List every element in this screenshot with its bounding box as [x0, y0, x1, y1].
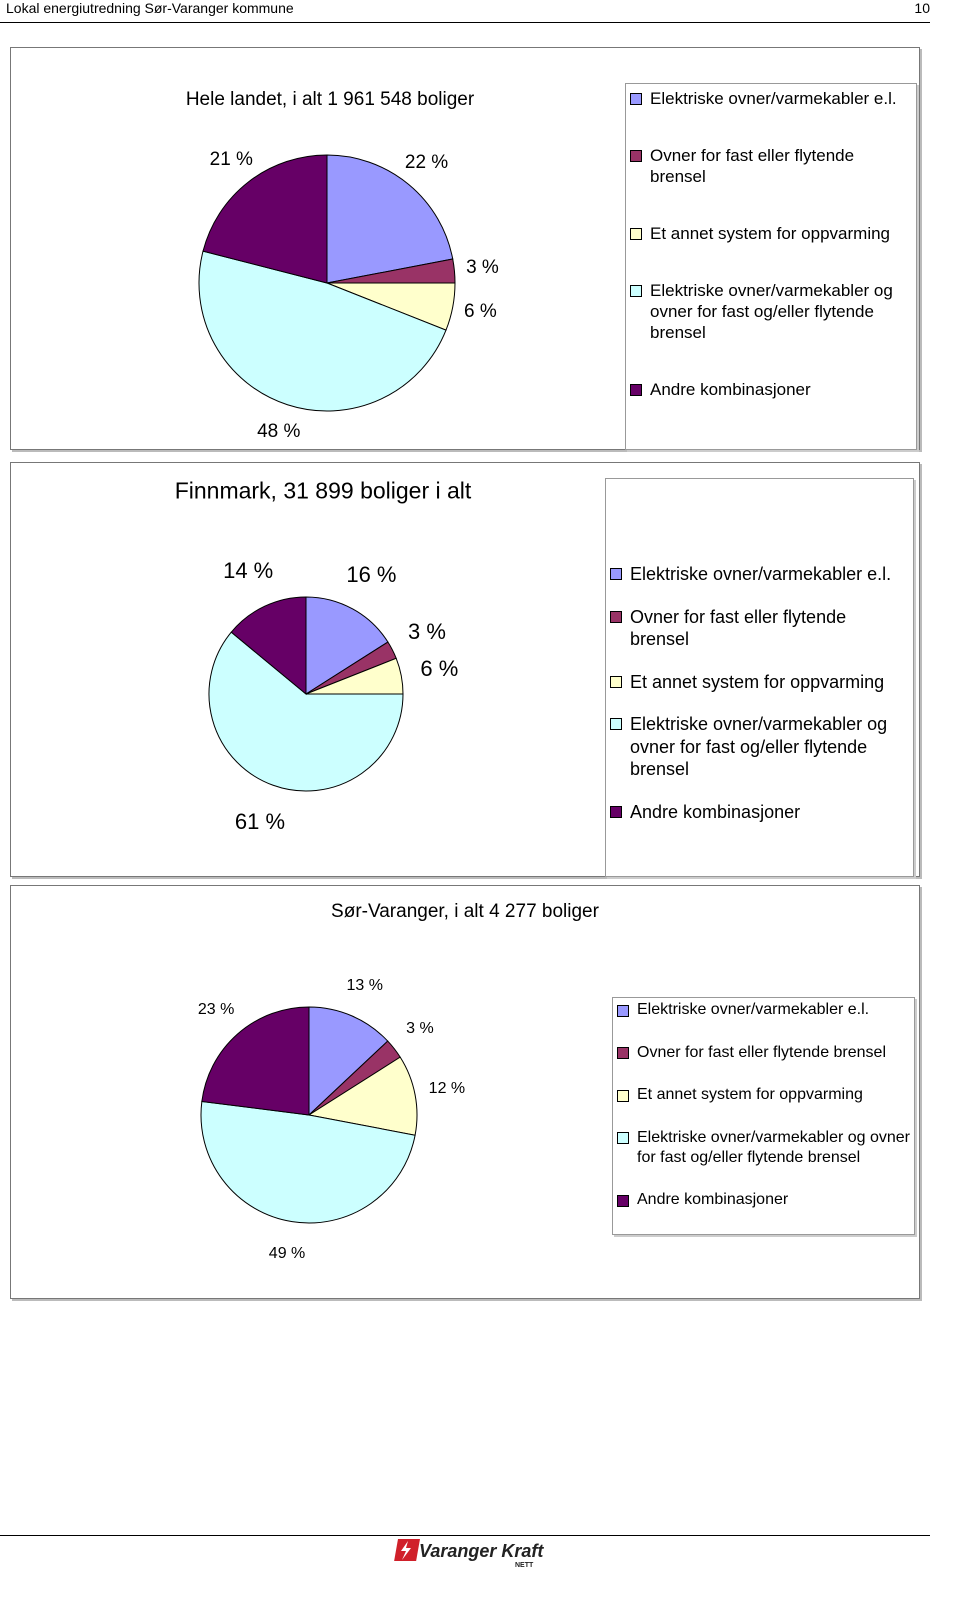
legend-label: Et annet system for oppvarming — [630, 671, 885, 692]
legend-label: Elektriske ovner/varmekabler og ovner fo… — [650, 280, 893, 343]
page-number: 10 — [914, 0, 930, 16]
legend-label: Elektriske ovner/varmekabler e.l. — [630, 564, 892, 584]
legend-label: Andre kombinasjoner — [630, 801, 801, 822]
legend-label: Elektriske ovner/varmekabler og ovner fo… — [637, 1128, 911, 1166]
legend-item: Ovner for fast eller flytende brensel — [617, 1043, 912, 1063]
slice-label: 16 % — [346, 561, 397, 587]
legend-label: Elektriske ovner/varmekabler e.l. — [650, 89, 897, 108]
header-title: Lokal energiutredning Sør-Varanger kommu… — [6, 0, 294, 16]
footer-rule — [0, 1535, 930, 1536]
legend-label: Andre kombinasjoner — [650, 379, 811, 399]
legend-frame — [605, 478, 914, 877]
legend-item: Et annet system for oppvarming — [630, 223, 910, 244]
legend-label: Et annet system for oppvarming — [637, 1086, 863, 1103]
legend-item: Andre kombinasjoner — [617, 1190, 912, 1210]
legend-item: Ovner for fast eller flytende brensel — [610, 606, 905, 651]
logo: Varanger Kraft NETT — [393, 1536, 543, 1570]
legend-swatch — [610, 805, 622, 818]
legend-swatch — [617, 1132, 629, 1145]
header-rule — [0, 22, 930, 23]
legend-label: Elektriske ovner/varmekabler og ovner fo… — [630, 714, 888, 779]
legend-item: Elektriske ovner/varmekabler og ovner fo… — [617, 1128, 912, 1168]
legend-item: Elektriske ovner/varmekabler e.l. — [617, 1000, 912, 1020]
legend-label: Andre kombinasjoner — [637, 1191, 789, 1208]
chart-title: Finnmark, 31 899 boliger i alt — [174, 477, 472, 504]
pie-slice — [208, 631, 404, 792]
legend-item: Elektriske ovner/varmekabler og ovner fo… — [610, 713, 905, 781]
legend-swatch — [617, 1089, 629, 1102]
chart-frame — [10, 462, 920, 877]
logo-text: Varanger Kraft — [419, 1541, 544, 1561]
legend: Elektriske ovner/varmekabler e.l. Ovner f… — [630, 88, 910, 400]
pie-slice — [305, 596, 389, 695]
slice-label: 21 % — [209, 148, 253, 170]
legend-item: Et annet system for oppvarming — [610, 671, 905, 694]
legend-swatch — [630, 284, 642, 297]
slice-label: 6 % — [464, 301, 497, 323]
pie-slice — [198, 250, 447, 412]
legend-swatch — [610, 718, 622, 731]
slice-label: 12 % — [428, 1079, 466, 1097]
legend-frame — [612, 997, 915, 1235]
legend-swatch — [617, 1004, 629, 1017]
legend-label: Et annet system for oppvarming — [650, 223, 891, 243]
slice-label: 49 % — [268, 1244, 306, 1262]
slice-label: 23 % — [197, 1000, 235, 1018]
pie-slice — [308, 1006, 389, 1117]
pie-slice — [202, 154, 328, 284]
legend-swatch — [617, 1047, 629, 1060]
pie-slice — [201, 1006, 310, 1116]
legend-item: Elektriske ovner/varmekabler og ovner fo… — [630, 280, 910, 344]
legend-item: Andre kombinasjoner — [630, 379, 910, 400]
legend-swatch — [630, 227, 642, 240]
legend-item: Andre kombinasjoner — [610, 801, 905, 824]
legend-swatch — [610, 610, 622, 623]
pie-slice — [200, 1100, 416, 1224]
slice-label: 61 % — [234, 808, 286, 834]
chart-frame — [10, 47, 920, 450]
slice-label: 6 % — [420, 655, 459, 681]
pie-slice — [307, 1056, 418, 1136]
legend: Elektriske ovner/varmekabler e.l. Ovner f… — [617, 1000, 912, 1210]
chart-title: Sør-Varanger, i alt 4 277 boliger — [331, 901, 599, 922]
legend-item: Elektriske ovner/varmekabler e.l. — [630, 88, 910, 109]
slice-label: 3 % — [466, 257, 499, 279]
chart-title: Hele landet, i alt 1 961 548 boliger — [185, 89, 475, 110]
legend-label: Elektriske ovner/varmekabler e.l. — [637, 1001, 870, 1018]
slice-label: 14 % — [223, 558, 274, 584]
legend-swatch — [610, 568, 622, 581]
logo-icon — [394, 1539, 420, 1561]
legend-item: Elektriske ovner/varmekabler e.l. — [610, 563, 905, 586]
legend-label: Ovner for fast eller flytende brensel — [630, 606, 847, 650]
logo-sub: NETT — [515, 1562, 534, 1569]
legend-item: Et annet system for oppvarming — [617, 1085, 912, 1105]
slice-label: 48 % — [257, 420, 301, 442]
legend-swatch — [610, 675, 622, 688]
legend-swatch — [630, 149, 642, 162]
slice-label: 22 % — [404, 151, 449, 173]
legend-label: Ovner for fast eller flytende brensel — [650, 145, 855, 186]
slice-label: 3 % — [406, 1019, 434, 1037]
legend-swatch — [630, 93, 642, 106]
legend-frame — [625, 83, 917, 450]
slice-label: 13 % — [346, 977, 383, 995]
legend-item: Ovner for fast eller flytende brensel — [630, 145, 910, 188]
legend-swatch — [630, 383, 642, 396]
slice-label: 3 % — [408, 619, 446, 645]
pie-slice — [326, 154, 454, 284]
legend-swatch — [617, 1194, 629, 1207]
legend: Elektriske ovner/varmekabler e.l. Ovner f… — [610, 563, 905, 823]
legend-label: Ovner for fast eller flytende brensel — [637, 1043, 887, 1061]
chart-frame — [10, 885, 920, 1299]
pie-slice — [230, 596, 307, 696]
